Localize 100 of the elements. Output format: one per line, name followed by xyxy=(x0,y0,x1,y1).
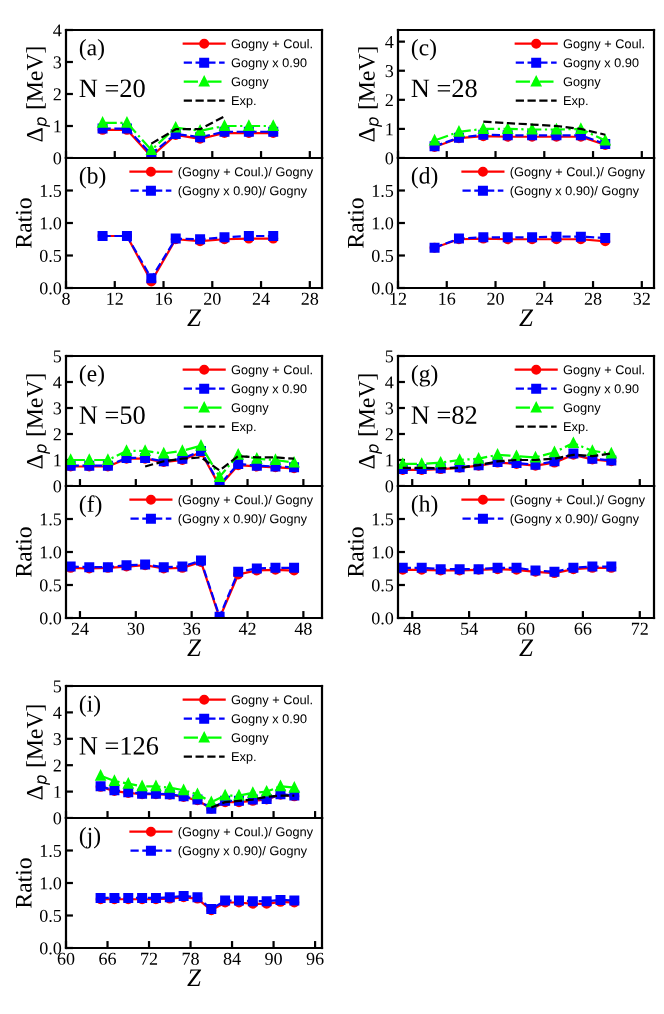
x-tick-label: 24 xyxy=(71,622,89,635)
x-tick-label: 12 xyxy=(107,292,123,305)
y-tick-label: 1.0 xyxy=(40,877,62,890)
y-axis-title: Ratio xyxy=(347,527,364,577)
y-axis-title: Δ$_{p}$ [MeV] xyxy=(26,374,50,469)
y-tick-label: 4 xyxy=(385,376,394,389)
y-tick-label: 2 xyxy=(53,428,61,441)
y-axis-title: Δ$_{p}$ [MeV] xyxy=(26,47,50,142)
y-tick-label: 4 xyxy=(53,706,62,719)
x-tick-label: 78 xyxy=(182,952,199,965)
y-tick-label: 0 xyxy=(53,812,62,825)
y-tick-label: 0 xyxy=(53,480,62,493)
y-tick-label: 3 xyxy=(53,56,62,69)
y-tick-label: 2 xyxy=(53,759,61,772)
y-tick-label: 1.0 xyxy=(40,546,62,559)
y-axis-title: Δ$_{p}$ [MeV] xyxy=(358,47,382,142)
y-tick-label: 0.0 xyxy=(39,282,62,295)
annotation: (e) xyxy=(79,365,104,387)
y-tick-label: 2 xyxy=(385,428,393,441)
y-axis-title: Δ$_{p}$ [MeV] xyxy=(26,705,50,800)
y-tick-label: 0.5 xyxy=(39,579,62,592)
y-tick-label: 0.5 xyxy=(371,579,394,592)
y-axis-title: Ratio xyxy=(15,527,32,577)
y-tick-label: 0.0 xyxy=(371,612,394,625)
y-tick-label: 5 xyxy=(53,680,62,693)
x-tick-label: 42 xyxy=(238,622,256,635)
x-tick-label: 16 xyxy=(156,292,173,305)
y-tick-label: 3 xyxy=(53,402,62,415)
y-tick-label: 0 xyxy=(385,480,394,493)
x-axis-title: Z xyxy=(187,309,202,326)
annotation: (f) xyxy=(79,495,102,517)
x-axis-title: Z xyxy=(187,969,202,986)
x-tick-label: 24 xyxy=(536,292,554,305)
x-tick-label: 36 xyxy=(183,622,201,635)
x-tick-label: 24 xyxy=(252,292,270,305)
x-tick-label: 30 xyxy=(127,622,145,635)
y-axis-title: Ratio xyxy=(15,198,32,248)
x-tick-label: 60 xyxy=(517,622,535,635)
annotation: N =20 xyxy=(79,79,145,98)
y-tick-label: 4 xyxy=(53,24,62,37)
x-tick-label: 54 xyxy=(461,622,478,635)
y-axis-title: Δ$_{p}$ [MeV] xyxy=(358,374,382,469)
x-tick-label: 28 xyxy=(584,292,602,305)
y-tick-label: 4 xyxy=(385,36,394,48)
x-tick-label: 90 xyxy=(265,952,282,965)
x-axis-title: Z xyxy=(519,639,534,656)
y-tick-label: 5 xyxy=(385,350,394,363)
y-tick-label: 2 xyxy=(385,94,393,107)
annotation: (g) xyxy=(411,365,438,387)
annotation: (a) xyxy=(79,38,104,61)
y-tick-label: 0.0 xyxy=(39,612,62,625)
y-tick-label: 3 xyxy=(385,65,394,78)
y-tick-label: 0.0 xyxy=(371,282,394,295)
y-tick-label: 3 xyxy=(385,402,394,415)
y-tick-label: 1 xyxy=(54,120,61,133)
annotation: (i) xyxy=(79,695,101,717)
x-tick-label: 66 xyxy=(99,952,116,965)
annotation: (h) xyxy=(411,495,438,517)
y-tick-label: 1.0 xyxy=(40,217,62,230)
x-axis-title: Z xyxy=(519,309,534,326)
y-tick-label: 1.0 xyxy=(372,546,394,559)
x-tick-label: 48 xyxy=(403,622,421,635)
y-tick-label: 1.5 xyxy=(40,184,62,198)
x-tick-label: 16 xyxy=(439,292,456,305)
y-tick-label: 1 xyxy=(54,785,61,798)
y-tick-label: 2 xyxy=(53,88,61,101)
y-tick-label: 0.5 xyxy=(39,909,62,923)
y-tick-label: 1.0 xyxy=(372,217,394,230)
x-tick-label: 28 xyxy=(301,292,319,305)
y-axis-title: Ratio xyxy=(347,198,364,248)
x-tick-label: 12 xyxy=(390,292,407,305)
y-tick-label: 0.0 xyxy=(39,942,62,955)
y-tick-label: 1.5 xyxy=(372,513,394,526)
x-tick-label: 96 xyxy=(306,952,324,965)
x-tick-label: 60 xyxy=(57,952,75,965)
annotation: (c) xyxy=(411,38,436,61)
annotation: (b) xyxy=(79,167,106,189)
y-tick-label: 0 xyxy=(53,152,62,165)
y-tick-label: 0.5 xyxy=(39,249,62,263)
x-tick-label: 72 xyxy=(631,622,648,635)
x-tick-label: 32 xyxy=(633,292,650,305)
annotation: (d) xyxy=(411,167,438,189)
x-tick-label: 20 xyxy=(487,292,504,305)
y-tick-label: 1.5 xyxy=(40,513,62,526)
annotation: N =28 xyxy=(411,79,477,98)
y-tick-label: 1 xyxy=(54,454,61,467)
annotation: N =50 xyxy=(79,406,145,424)
y-tick-label: 1 xyxy=(386,123,393,136)
y-tick-label: 4 xyxy=(53,376,62,389)
y-tick-label: 1 xyxy=(386,454,393,467)
x-axis-title: Z xyxy=(187,639,202,656)
x-tick-label: 84 xyxy=(223,952,241,965)
x-tick-label: 8 xyxy=(62,292,70,305)
y-tick-label: 3 xyxy=(53,733,62,746)
y-tick-label: 0.5 xyxy=(371,249,394,263)
y-tick-label: 5 xyxy=(53,350,62,363)
x-tick-label: 48 xyxy=(294,622,312,635)
x-tick-label: 20 xyxy=(204,292,221,305)
y-axis-title: Ratio xyxy=(15,858,32,908)
annotation: N =82 xyxy=(411,406,477,424)
